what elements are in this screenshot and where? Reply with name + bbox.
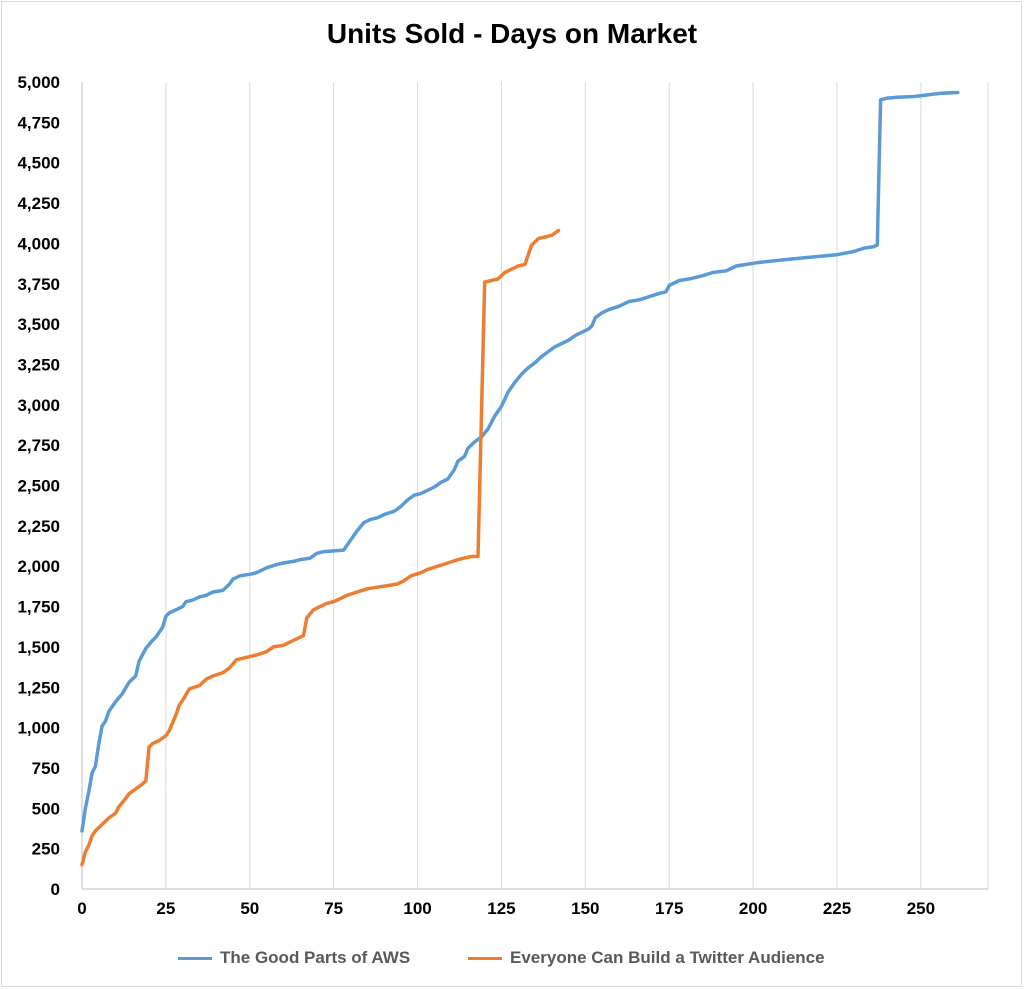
axes	[81, 82, 988, 890]
y-tick-label: 3,500	[17, 315, 60, 334]
grid-lines	[165, 82, 989, 889]
x-tick-label: 175	[655, 899, 683, 918]
y-tick-label: 2,500	[17, 477, 60, 496]
y-tick-label: 2,250	[17, 517, 60, 536]
y-tick-label: 3,750	[17, 275, 60, 294]
chart-title: Units Sold - Days on Market	[326, 18, 698, 49]
x-axis-tick-labels: 0 25 50 75 100 125 150 175 200 225 250	[77, 899, 935, 918]
y-tick-label: 4,750	[17, 113, 60, 132]
legend: The Good Parts of AWS Everyone Can Build…	[0, 948, 1024, 972]
x-tick-label: 25	[156, 899, 175, 918]
y-axis-tick-labels: 0 250 500 750 1,000 1,250 1,500 1,750 2,000 2,250…	[17, 73, 60, 899]
y-tick-label: 750	[32, 759, 60, 778]
legend-label: Everyone Can Build a Twitter Audience	[510, 948, 825, 967]
y-tick-label: 2,000	[17, 557, 60, 576]
x-tick-label: 100	[403, 899, 431, 918]
y-tick-label: 1,750	[17, 598, 60, 617]
legend-swatch-blue	[178, 956, 212, 960]
y-tick-label: 250	[32, 840, 60, 859]
y-tick-label: 5,000	[17, 73, 60, 92]
legend-item-twitter-audience: Everyone Can Build a Twitter Audience	[468, 948, 825, 968]
x-tick-label: 250	[907, 899, 935, 918]
series-line-twitter-audience	[80, 228, 561, 867]
legend-label: The Good Parts of AWS	[220, 948, 411, 967]
y-tick-label: 4,500	[17, 154, 60, 173]
y-tick-label: 500	[32, 799, 60, 818]
x-tick-label: 225	[823, 899, 851, 918]
y-tick-label: 4,000	[17, 234, 60, 253]
legend-swatch-orange	[468, 956, 502, 960]
y-tick-label: 2,750	[17, 436, 60, 455]
y-tick-label: 3,000	[17, 396, 60, 415]
x-tick-label: 0	[77, 899, 86, 918]
y-tick-label: 1,250	[17, 678, 60, 697]
y-tick-label: 1,500	[17, 638, 60, 657]
y-tick-label: 3,250	[17, 355, 60, 374]
x-tick-label: 50	[240, 899, 259, 918]
y-tick-label: 1,000	[17, 719, 60, 738]
legend-item-good-parts-aws: The Good Parts of AWS	[178, 948, 410, 968]
series-line-good-parts-aws	[80, 90, 960, 833]
y-tick-label: 4,250	[17, 194, 60, 213]
x-tick-label: 200	[739, 899, 767, 918]
y-tick-label: 0	[51, 880, 60, 899]
x-tick-label: 75	[324, 899, 343, 918]
x-tick-label: 125	[487, 899, 515, 918]
x-tick-label: 150	[571, 899, 599, 918]
series-lines	[80, 90, 960, 867]
